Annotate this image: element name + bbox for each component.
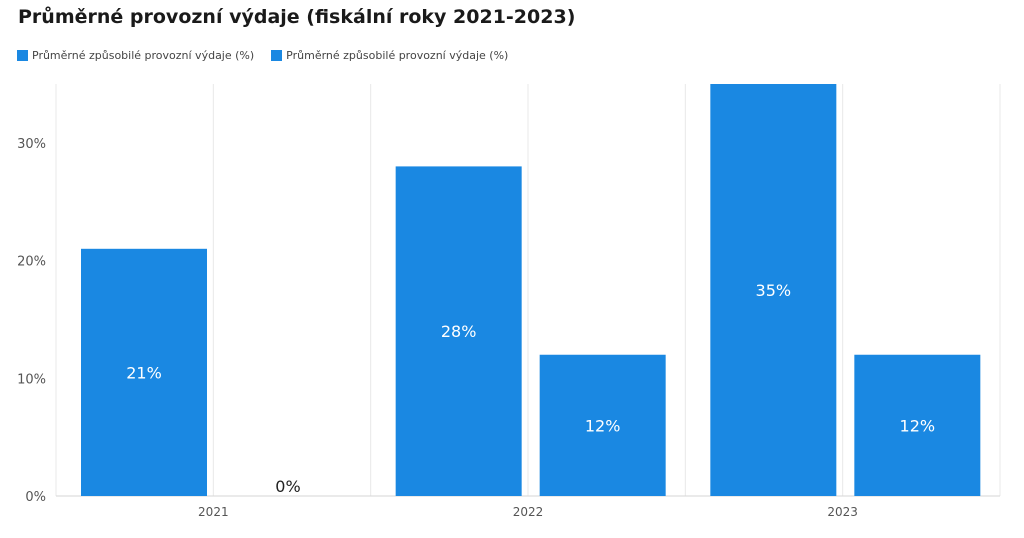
bar-series-1 [395, 166, 522, 496]
bar-series-1 [81, 248, 207, 496]
data-label: 21% [126, 363, 162, 382]
data-label: 12% [585, 416, 621, 435]
y-tick-label: 30% [17, 137, 46, 152]
data-label: 35% [756, 281, 792, 300]
legend: Průměrné způsobilé provozní výdaje (%) P… [17, 47, 525, 63]
bar-series-2 [854, 354, 981, 496]
legend-item-series-1[interactable]: Průměrné způsobilé provozní výdaje (%) [17, 49, 254, 62]
data-label: 0% [275, 477, 300, 496]
x-tick-label: 2022 [513, 505, 544, 519]
bar-series-1 [710, 84, 837, 496]
legend-item-series-2[interactable]: Průměrné způsobilé provozní výdaje (%) [271, 49, 508, 62]
y-tick-label: 10% [17, 372, 46, 387]
data-label: 12% [900, 416, 936, 435]
y-tick-label: 0% [25, 490, 46, 505]
data-label: 28% [441, 322, 477, 341]
bar-series-2 [539, 354, 666, 496]
legend-swatch-series-1 [17, 49, 28, 61]
x-tick-label: 2021 [198, 505, 229, 519]
legend-swatch-series-2 [271, 49, 283, 61]
chart-title: Průměrné provozní výdaje (fiskální roky … [18, 6, 576, 28]
y-tick-label: 20% [17, 255, 46, 270]
legend-label-series-1: Průměrné způsobilé provozní výdaje (%) [32, 48, 255, 62]
x-tick-label: 2023 [827, 505, 858, 519]
legend-label-series-2: Průměrné způsobilé provozní výdaje (%) [286, 48, 509, 62]
